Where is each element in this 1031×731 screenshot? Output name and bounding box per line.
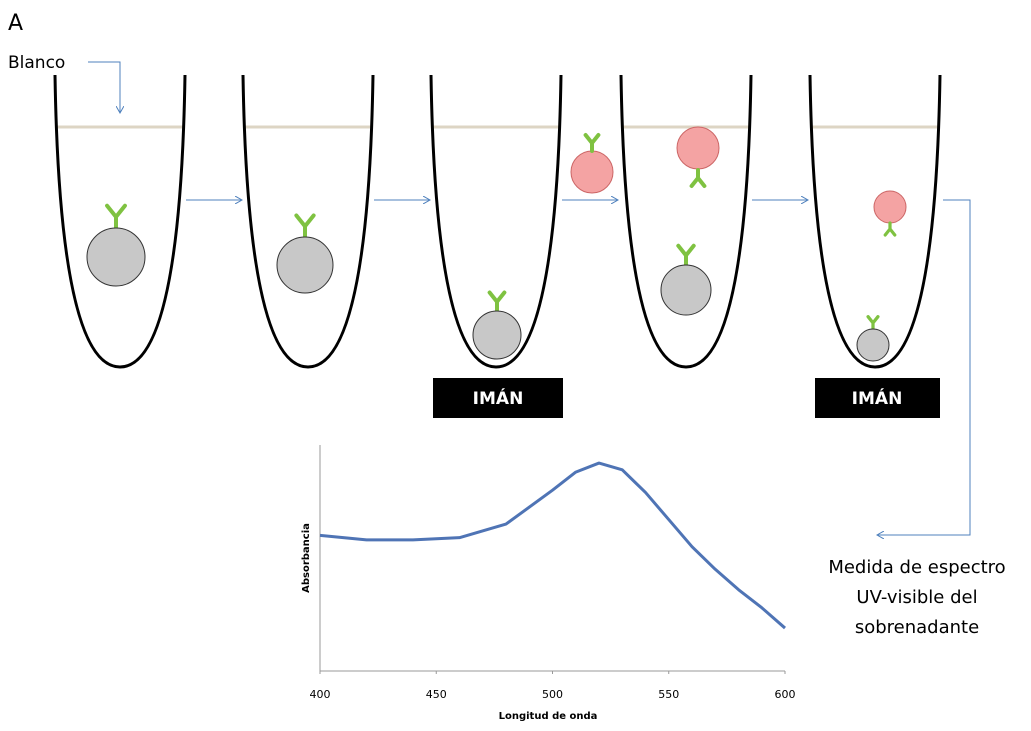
x-tick-label: 400 [310, 688, 331, 701]
antibody [586, 135, 599, 151]
spectrum-line [320, 463, 785, 628]
magnet-label: IMÁN [852, 387, 903, 409]
x-tick-label: 600 [775, 688, 796, 701]
spectrum-chart: Longitud de onda Absorbancia 400 450 500 55… [301, 445, 796, 722]
diagram: A Blanco IMÁN IMÁN Medida de espectro UV… [0, 0, 1031, 727]
tube [621, 75, 751, 367]
antibody [678, 246, 693, 265]
x-tick-label: 550 [658, 688, 679, 701]
y-axis-label: Absorbancia [301, 523, 312, 593]
particle [571, 151, 613, 193]
particle [473, 311, 521, 359]
antibody [490, 293, 505, 311]
antibody [107, 206, 125, 228]
blanco-arrow [88, 62, 120, 113]
connector-arrow [877, 200, 970, 535]
caption-line: UV-visible del [856, 587, 977, 608]
antibody [868, 317, 878, 329]
particle [277, 237, 333, 293]
caption-line: sobrenadante [855, 617, 979, 638]
x-tick-label: 500 [542, 688, 563, 701]
antibody [885, 223, 895, 235]
tube [55, 75, 185, 367]
x-tick-label: 450 [426, 688, 447, 701]
antibody [692, 170, 705, 186]
tube [810, 75, 940, 367]
tubes [55, 75, 940, 367]
magnet-label: IMÁN [473, 387, 524, 409]
antibody [296, 215, 313, 237]
particle [677, 127, 719, 169]
panel-label: A [8, 11, 23, 36]
particle [857, 329, 889, 361]
particle [87, 228, 145, 286]
blanco-label: Blanco [8, 53, 65, 73]
particle [661, 265, 711, 315]
caption-line: Medida de espectro [828, 557, 1005, 578]
particle [874, 191, 906, 223]
x-axis-label: Longitud de onda [499, 711, 598, 722]
